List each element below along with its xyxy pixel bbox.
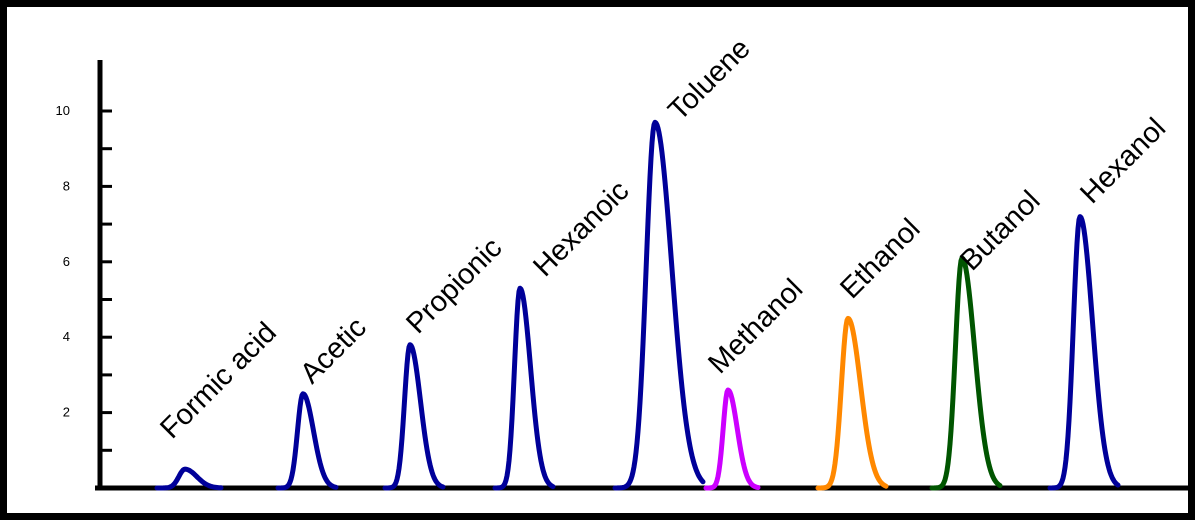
- y-tick-label: 2: [63, 405, 70, 420]
- peak-acetic: [275, 391, 339, 491]
- peak-butanol: [929, 255, 1003, 491]
- peak-hexanol: [1047, 214, 1121, 491]
- y-tick-label: 8: [63, 178, 70, 193]
- peak-propionic: [382, 342, 446, 491]
- peak-ethanol: [815, 315, 889, 491]
- peak-formic-acid: [154, 466, 224, 491]
- y-tick-label: 4: [63, 329, 70, 344]
- peak-hexanoic: [492, 285, 556, 491]
- y-tick-label: 10: [56, 103, 70, 118]
- peak-toluene: [612, 119, 706, 491]
- peaks: [154, 119, 1121, 491]
- peak-methanol: [703, 387, 761, 491]
- y-tick-label: 6: [63, 254, 70, 269]
